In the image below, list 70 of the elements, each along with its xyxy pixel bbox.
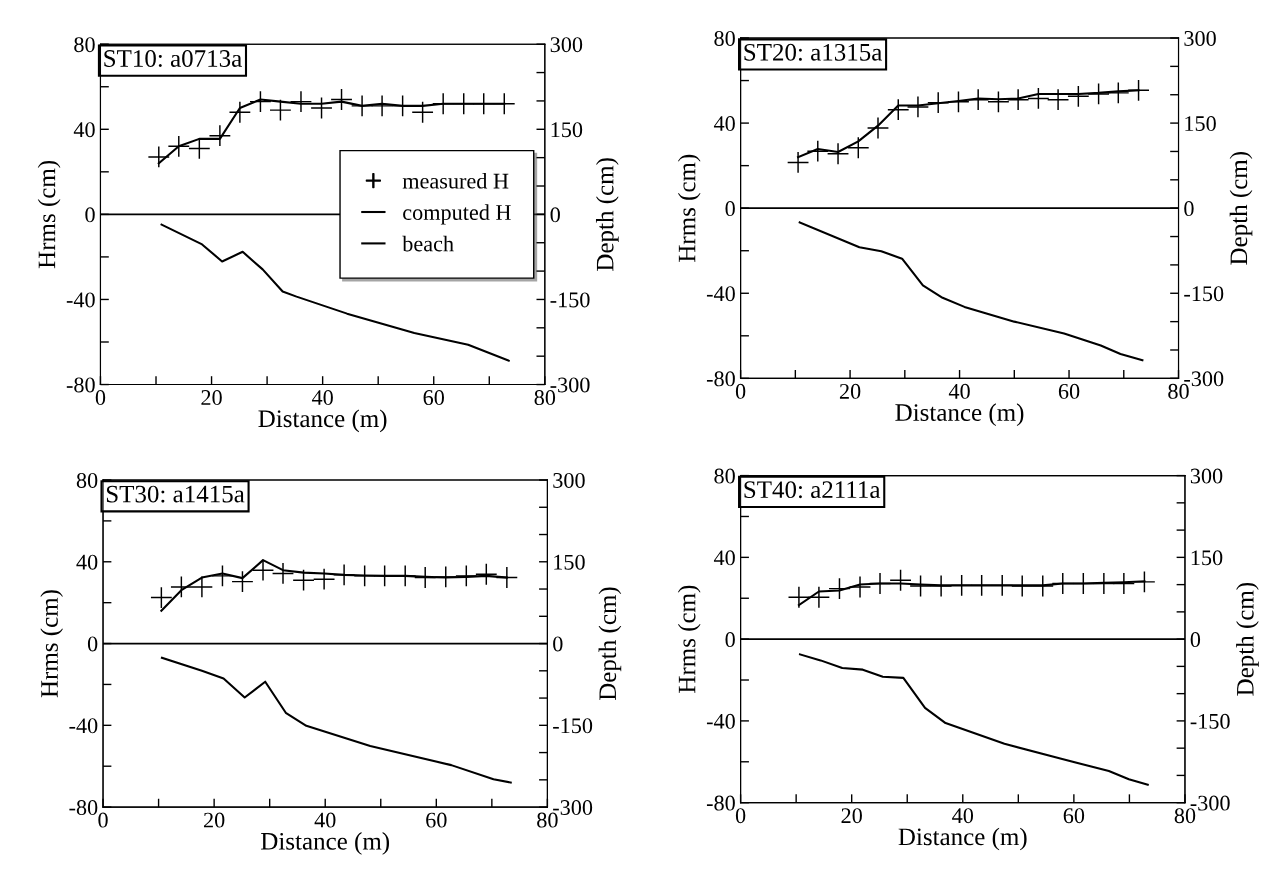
y2-tick-label: -150 <box>550 292 590 308</box>
y-tick-label: -40 <box>69 718 98 734</box>
y2-tick-label: -150 <box>1184 286 1224 302</box>
chart-title: ST40: a2111a <box>744 481 881 499</box>
y-tick-label: 80 <box>74 37 95 53</box>
y-tick-label: 40 <box>76 554 98 570</box>
y2-tick-label: 0 <box>550 207 560 223</box>
x-tick-label: 40 <box>952 808 974 824</box>
chart-title: ST30: a1415a <box>106 485 245 503</box>
y2-axis-title: Depth (cm) <box>598 587 622 701</box>
y-tick-label: 0 <box>725 201 735 217</box>
y2-tick-label: 0 <box>553 636 563 652</box>
y-tick-label: -80 <box>69 800 98 816</box>
x-tick-label: 20 <box>201 390 222 406</box>
y2-tick-label: 300 <box>1184 30 1216 46</box>
x-tick-label: 40 <box>948 383 970 399</box>
y2-tick-label: 300 <box>550 37 583 53</box>
x-tick-label: 0 <box>735 383 746 399</box>
y2-axis-title: Depth (cm) <box>1229 152 1253 265</box>
x-tick-label: 0 <box>98 812 108 828</box>
x-tick-label: 0 <box>735 808 746 824</box>
x-tick-label: 20 <box>839 383 861 399</box>
y-tick-label: -40 <box>66 292 95 308</box>
y2-tick-label: 150 <box>554 554 585 570</box>
x-tick-label: 20 <box>841 808 862 824</box>
y2-tick-label: 0 <box>1190 632 1201 648</box>
x-tick-label: 20 <box>203 812 225 828</box>
x-tick-label: 40 <box>311 390 333 406</box>
y-tick-label: 40 <box>713 550 735 566</box>
y2-tick-label: 150 <box>1191 550 1223 566</box>
x-axis-title: Distance (m) <box>898 827 1027 851</box>
y2-tick-label: 150 <box>1185 116 1216 132</box>
y-tick-label: -80 <box>706 371 735 387</box>
y-tick-label: 80 <box>714 468 735 484</box>
y-tick-label: -80 <box>706 795 735 811</box>
y2-axis-title: Depth (cm) <box>1236 582 1259 696</box>
x-tick-label: 40 <box>314 812 336 828</box>
y2-tick-label: 150 <box>551 122 583 138</box>
y2-axis-title: Depth (cm) <box>595 158 619 271</box>
y2-tick-label: 300 <box>553 472 585 488</box>
legend-label: beach <box>402 235 454 252</box>
y-tick-label: 0 <box>87 636 98 652</box>
y-tick-label: -80 <box>66 377 95 393</box>
chart-title: ST10: a0713a <box>104 50 242 68</box>
y-tick-label: 40 <box>73 122 95 138</box>
y-axis-title: Hrms (cm) <box>677 585 701 693</box>
y-tick-label: -40 <box>706 713 735 729</box>
y-tick-label: -40 <box>706 286 735 302</box>
y-tick-label: 0 <box>85 207 95 223</box>
x-tick-label: 60 <box>1058 383 1080 399</box>
x-axis-title: Distance (m) <box>258 409 387 433</box>
y-axis-title: Hrms (cm) <box>37 160 61 269</box>
legend-label: computed H <box>403 204 511 225</box>
y-axis-title: Hrms (cm) <box>40 590 63 698</box>
y-tick-label: 80 <box>714 30 735 46</box>
x-tick-label: 60 <box>426 812 447 828</box>
y-tick-label: 80 <box>76 472 98 488</box>
x-tick-label: 60 <box>423 390 444 406</box>
y2-tick-label: 300 <box>1190 468 1223 484</box>
x-tick-label: 60 <box>1063 808 1085 824</box>
chart-title: ST20: a1315a <box>744 43 883 61</box>
y2-tick-label: -150 <box>1190 713 1230 729</box>
legend-label: measured H <box>402 172 509 189</box>
x-axis-title: Distance (m) <box>261 832 390 855</box>
x-axis-title: Distance (m) <box>895 403 1024 427</box>
y-tick-label: 40 <box>713 116 735 132</box>
y2-tick-label: 0 <box>1184 201 1194 217</box>
y-tick-label: 0 <box>725 632 735 648</box>
y-axis-title: Hrms (cm) <box>677 154 701 262</box>
y2-tick-label: -150 <box>553 718 593 734</box>
